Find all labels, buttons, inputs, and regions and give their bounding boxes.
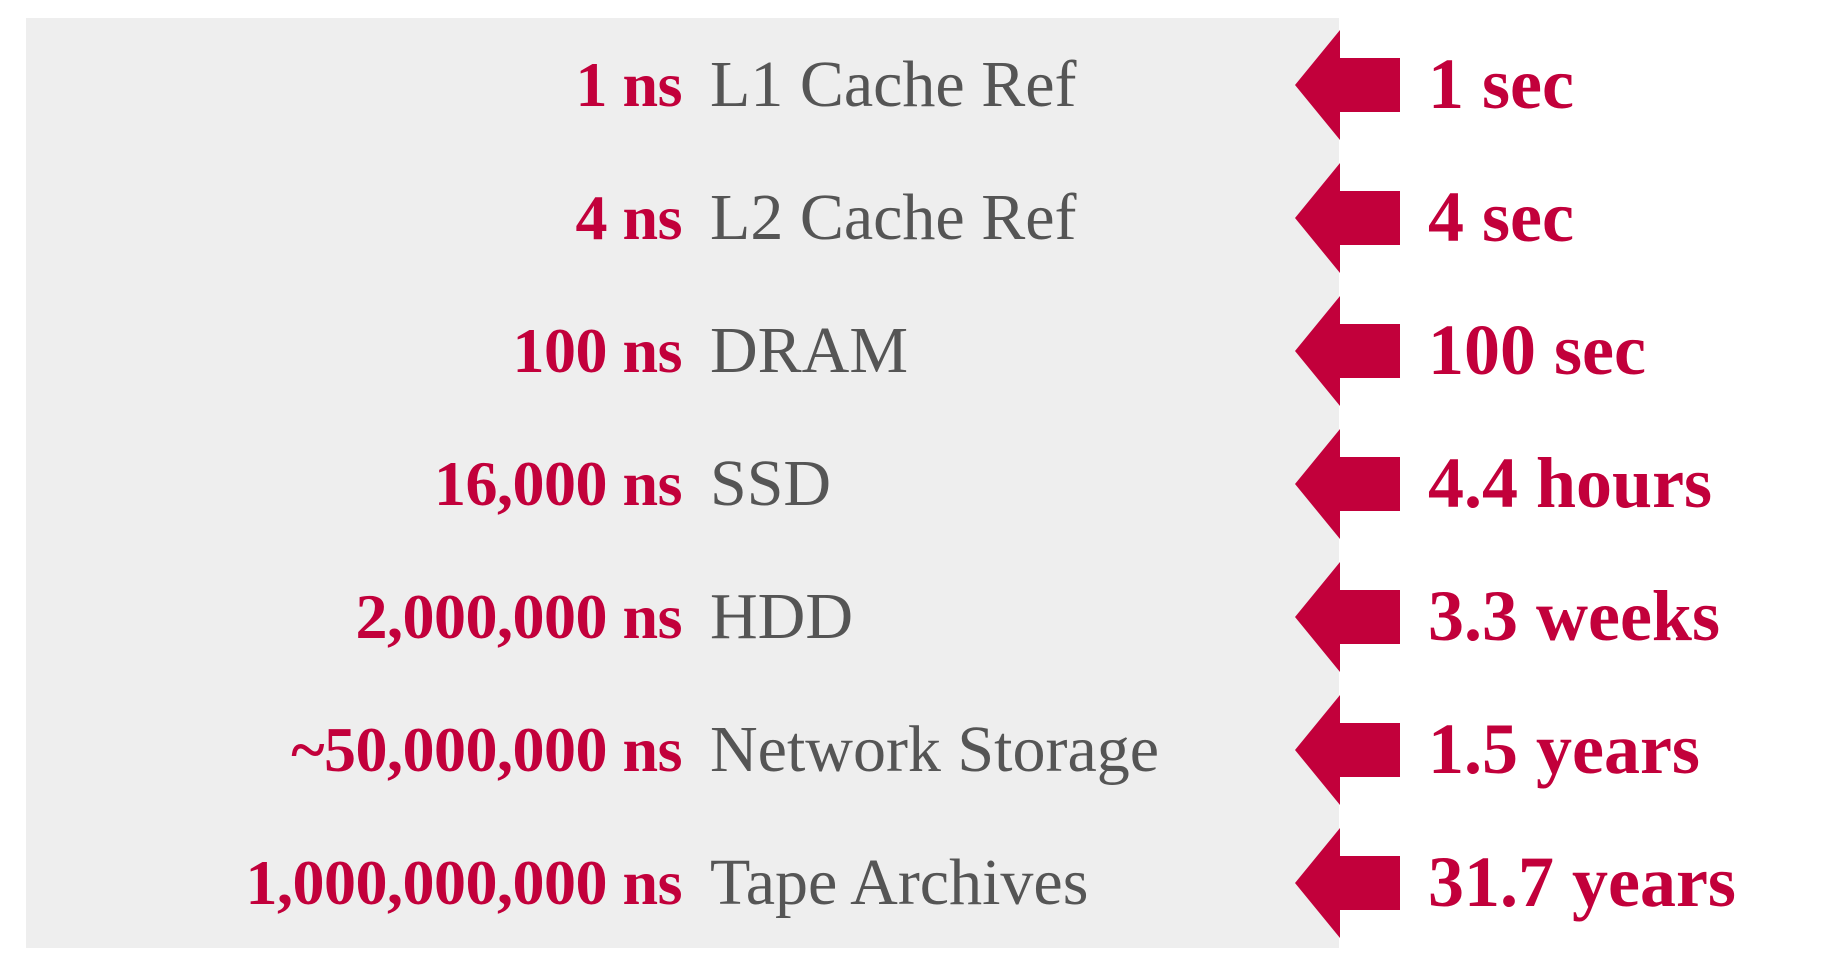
left-arrow-icon: [1295, 30, 1400, 140]
latency-value: 1,000,000,000 ns: [245, 847, 683, 918]
storage-name: L1 Cache Ref: [710, 48, 1077, 121]
storage-name: HDD: [710, 580, 853, 653]
row-l2-cache: 4 ns L2 Cache Ref 4 sec: [0, 151, 1830, 284]
latency-value: 2,000,000 ns: [355, 581, 683, 652]
left-arrow-icon: [1295, 695, 1400, 805]
human-scale-value: 4 sec: [1428, 177, 1574, 257]
storage-name: SSD: [710, 447, 832, 520]
left-arrow-icon: [1295, 163, 1400, 273]
storage-name: Network Storage: [710, 713, 1160, 786]
row-tape-archives: 1,000,000,000 ns Tape Archives 31.7 year…: [0, 816, 1830, 949]
latency-value: 1 ns: [575, 49, 683, 120]
row-dram: 100 ns DRAM 100 sec: [0, 284, 1830, 417]
storage-name: DRAM: [710, 314, 909, 387]
latency-value: 100 ns: [512, 315, 683, 386]
latency-table-background: [26, 18, 1339, 948]
human-scale-value: 3.3 weeks: [1428, 576, 1720, 656]
row-l1-cache: 1 ns L1 Cache Ref 1 sec: [0, 18, 1830, 151]
human-scale-value: 1 sec: [1428, 44, 1574, 124]
left-arrow-icon: [1295, 296, 1400, 406]
left-arrow-icon: [1295, 562, 1400, 672]
left-arrow-icon: [1295, 429, 1400, 539]
left-arrow-icon: [1295, 828, 1400, 938]
row-hdd: 2,000,000 ns HDD 3.3 weeks: [0, 550, 1830, 683]
latency-value: ~50,000,000 ns: [291, 714, 682, 785]
row-ssd: 16,000 ns SSD 4.4 hours: [0, 417, 1830, 550]
human-scale-value: 1.5 years: [1428, 709, 1700, 789]
latency-value: 16,000 ns: [434, 448, 683, 519]
human-scale-value: 31.7 years: [1428, 842, 1736, 922]
latency-value: 4 ns: [575, 182, 683, 253]
human-scale-value: 4.4 hours: [1428, 443, 1713, 523]
row-network-storage: ~50,000,000 ns Network Storage 1.5 years: [0, 683, 1830, 816]
storage-name: L2 Cache Ref: [710, 181, 1077, 254]
latency-comparison-list: 1 ns L1 Cache Ref 1 sec 4 ns L2 Cache Re…: [0, 18, 1830, 948]
human-scale-value: 100 sec: [1428, 310, 1646, 390]
storage-name: Tape Archives: [710, 846, 1089, 919]
